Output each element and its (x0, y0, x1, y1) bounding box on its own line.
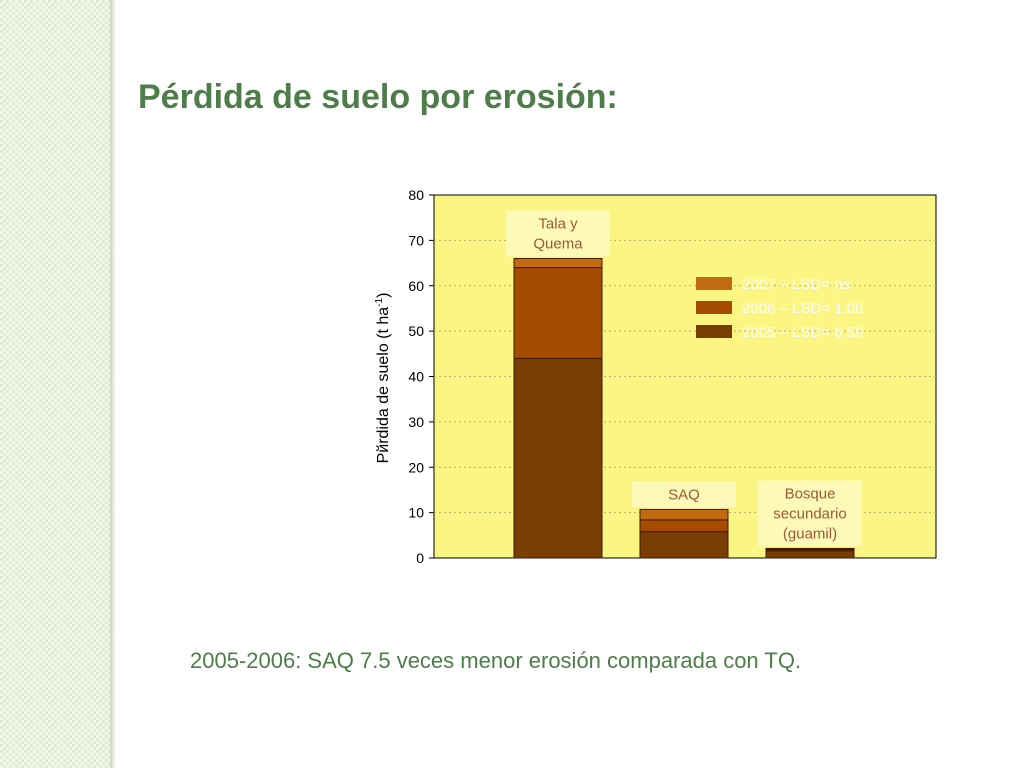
side-pattern-band (0, 0, 110, 768)
category-label-line: Tala y (538, 216, 578, 233)
erosion-bar-chart: 0 10 20 30 40 50 60 70 80 Tala y Quema SAQ Bosque se… (374, 187, 937, 566)
bar-segment (513, 357, 603, 559)
legend-swatch (696, 277, 732, 290)
y-axis-label-main: Pйrdida de suelo (t ha (375, 307, 392, 464)
legend-entry: 2005 – LSD= 6.59 (696, 324, 863, 341)
legend-swatch (696, 301, 732, 314)
category-label-box (632, 481, 736, 508)
bars (513, 258, 855, 559)
category-label-box (758, 480, 862, 547)
side-pattern-shadow (110, 0, 116, 768)
category-label-line: SAQ (668, 486, 700, 503)
legend-entry: 2007 – LSD= ns (696, 276, 850, 293)
category-label-line: Quema (533, 236, 583, 253)
bar-segment (639, 519, 729, 533)
category-label-line: Bosque (785, 485, 836, 502)
bar-segment (765, 547, 855, 550)
legend-label: 2006 – LSD= 1.08 (742, 300, 863, 317)
slide-title: Pérdida de suelo por erosión: (138, 78, 618, 116)
y-axis-label-superscript: -1 (374, 297, 385, 306)
category-label-box (506, 210, 610, 257)
category-label-line: (guamil) (783, 525, 837, 542)
bar-segment (639, 508, 729, 521)
bar-segment (639, 531, 729, 559)
y-axis: 0 10 20 30 40 50 60 70 80 (408, 187, 434, 566)
y-tick-label: 10 (408, 505, 424, 521)
category-labels: Tala y Quema SAQ Bosque secundario (guamil) (506, 210, 862, 547)
legend: 2007 – LSD= ns 2006 – LSD= 1.08 2005 – LSD… (696, 276, 863, 341)
bar-segment (513, 258, 603, 269)
y-tick-label: 30 (408, 414, 424, 430)
legend-entry: 2006 – LSD= 1.08 (696, 300, 863, 317)
category-label: SAQ (632, 481, 736, 508)
category-label: Bosque secundario (guamil) (758, 480, 862, 547)
y-tick-label: 80 (408, 187, 424, 203)
y-tick-label: 0 (416, 550, 424, 566)
y-axis-label-end: ) (375, 293, 392, 298)
category-label: Tala y Quema (506, 210, 610, 257)
y-tick-label: 50 (408, 323, 424, 339)
bar-segment (513, 267, 603, 359)
bar-segment (765, 550, 855, 559)
y-tick-label: 20 (408, 459, 424, 475)
slide-caption: 2005-2006: SAQ 7.5 veces menor erosión c… (190, 648, 802, 673)
y-axis-label: Pйrdida de suelo (t ha-1) (374, 293, 392, 464)
y-tick-label: 60 (408, 278, 424, 294)
legend-label: 2007 – LSD= ns (742, 276, 850, 293)
legend-swatch (696, 325, 732, 338)
legend-label: 2005 – LSD= 6.59 (742, 324, 863, 341)
category-label-line: secundario (773, 505, 846, 522)
y-tick-label: 70 (408, 232, 424, 248)
y-tick-label: 40 (408, 369, 424, 385)
